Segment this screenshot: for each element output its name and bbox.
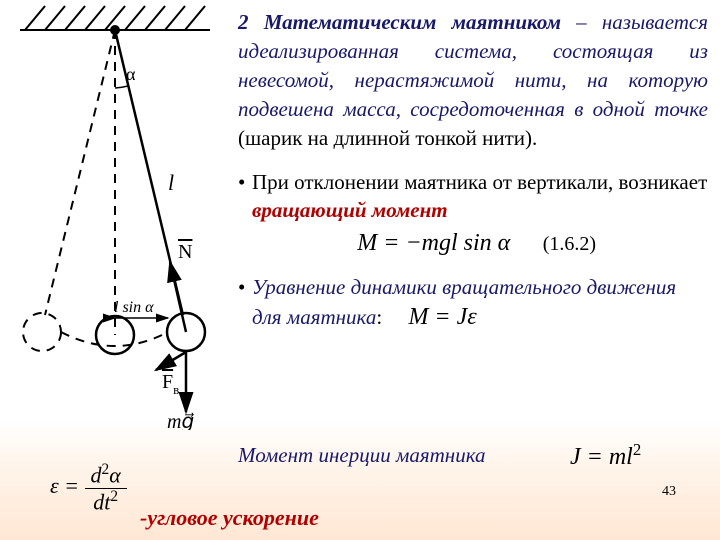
- slide: α l N l sin α Fв mg⃗ 2 Математическим ма…: [0, 0, 720, 540]
- definition-paragraph: 2 Математическим маятником – называется …: [238, 8, 708, 153]
- alpha-label: α: [126, 64, 136, 84]
- J-eq-left: J = ml: [570, 444, 633, 470]
- Fb-label: Fв: [162, 371, 179, 397]
- text-column: 2 Математическим маятником – называется …: [238, 8, 708, 333]
- mg-label: mg⃗: [167, 411, 194, 430]
- definition-lead: 2 Математическим маятником: [238, 10, 561, 34]
- lsin-label: l sin α: [114, 299, 154, 316]
- definition-tail: (шарик на длинной тонкой нити).: [238, 126, 537, 150]
- pendulum-diagram: α l N l sin α Fв mg⃗: [10, 0, 230, 430]
- J-equation: J = ml2: [570, 440, 641, 471]
- definition-dash: –: [561, 10, 602, 34]
- bullet-1: При отклонении маятника от вертикали, во…: [238, 169, 708, 260]
- bullet1-pre: При отклонении маятника от вертикали, во…: [252, 170, 707, 194]
- bullet-2: Уравнение динамики вращательного движени…: [238, 274, 708, 333]
- bullet1-red: вращающий момент: [252, 198, 448, 222]
- epsilon-equation: ε = d2α dt2: [50, 462, 127, 514]
- N-label: N: [178, 241, 192, 263]
- eps-lhs: ε =: [50, 473, 79, 498]
- equation-1-number: (1.6.2): [543, 233, 596, 255]
- bullet2-colon: :: [376, 305, 382, 329]
- page-number: 43: [662, 484, 676, 500]
- moment-of-inertia-label: Момент инерции маятника: [238, 443, 486, 468]
- J-eq-exp: 2: [633, 440, 641, 459]
- equation-2: M = Jε: [408, 304, 476, 330]
- angular-acceleration-label: -угловое ускорение: [140, 505, 319, 531]
- equation-1: M = −mgl sin α: [357, 230, 510, 256]
- l-label: l: [168, 170, 174, 195]
